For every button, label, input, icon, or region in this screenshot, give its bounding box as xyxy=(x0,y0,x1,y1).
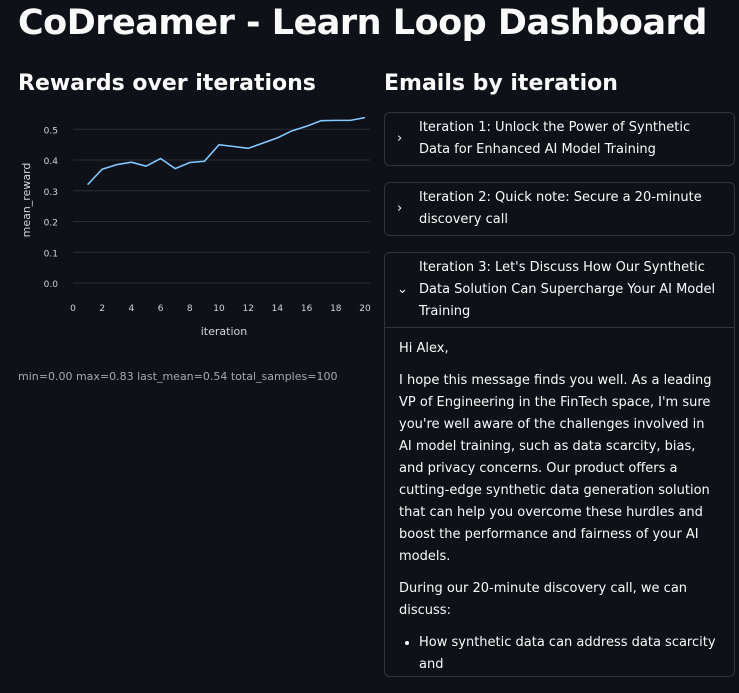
expander-iteration-3: ⌄ Iteration 3: Let's Discuss How Our Syn… xyxy=(384,252,735,677)
y-tick-label: 0.3 xyxy=(44,188,58,198)
expander-label: Iteration 2: Quick note: Secure a 20-min… xyxy=(419,190,702,227)
y-tick-label: 0.5 xyxy=(44,126,58,136)
y-axis-label: mean_reward xyxy=(20,163,33,238)
y-tick-label: 0.2 xyxy=(44,219,58,229)
chevron-right-icon: › xyxy=(397,201,403,216)
email-paragraph: During our 20-minute discovery call, we … xyxy=(399,581,688,618)
x-tick-label: 2 xyxy=(99,304,105,314)
page-title: CoDreamer - Learn Loop Dashboard xyxy=(18,3,707,43)
expander-header[interactable]: › Iteration 1: Unlock the Power of Synth… xyxy=(385,113,734,165)
rewards-heading: Rewards over iterations xyxy=(18,71,316,96)
expander-header[interactable]: › Iteration 2: Quick note: Secure a 20-m… xyxy=(385,183,734,235)
chevron-right-icon: › xyxy=(397,131,403,146)
x-tick-label: 4 xyxy=(129,304,135,314)
x-tick-label: 0 xyxy=(70,304,76,314)
x-tick-label: 8 xyxy=(187,304,193,314)
expander-label: Iteration 1: Unlock the Power of Synthet… xyxy=(419,120,691,157)
x-tick-label: 10 xyxy=(213,304,225,314)
emails-list: › Iteration 1: Unlock the Power of Synth… xyxy=(384,112,735,693)
reward-line xyxy=(87,116,366,186)
expander-label: Iteration 3: Let's Discuss How Our Synth… xyxy=(419,260,716,319)
x-axis-label: iteration xyxy=(201,325,247,338)
chevron-down-icon: ⌄ xyxy=(397,282,408,297)
y-tick-label: 0.0 xyxy=(44,280,59,290)
x-tick-label: 18 xyxy=(330,304,342,314)
x-tick-label: 16 xyxy=(301,304,313,314)
stats-text: min=0.00 max=0.83 last_mean=0.54 total_s… xyxy=(18,370,338,383)
email-greeting: Hi Alex, xyxy=(399,341,449,356)
y-tick-label: 0.4 xyxy=(44,157,59,167)
x-tick-label: 20 xyxy=(359,304,371,314)
expander-iteration-2: › Iteration 2: Quick note: Secure a 20-m… xyxy=(384,182,735,236)
x-tick-label: 14 xyxy=(272,304,284,314)
expander-iteration-1: › Iteration 1: Unlock the Power of Synth… xyxy=(384,112,735,166)
emails-heading: Emails by iteration xyxy=(384,71,618,96)
email-paragraph: I hope this message finds you well. As a… xyxy=(399,373,712,564)
email-body: Hi Alex, I hope this message finds you w… xyxy=(385,327,734,676)
email-bullet: How synthetic data can address data scar… xyxy=(419,632,720,676)
x-tick-label: 6 xyxy=(158,304,164,314)
y-tick-label: 0.1 xyxy=(44,249,58,259)
expander-header[interactable]: ⌄ Iteration 3: Let's Discuss How Our Syn… xyxy=(385,253,734,327)
rewards-chart: 0.0 0.1 0.2 0.3 0.4 0.5 0 2 4 6 8 10 12 14 16 18 20 itera… xyxy=(20,116,371,338)
x-tick-label: 12 xyxy=(242,304,253,314)
